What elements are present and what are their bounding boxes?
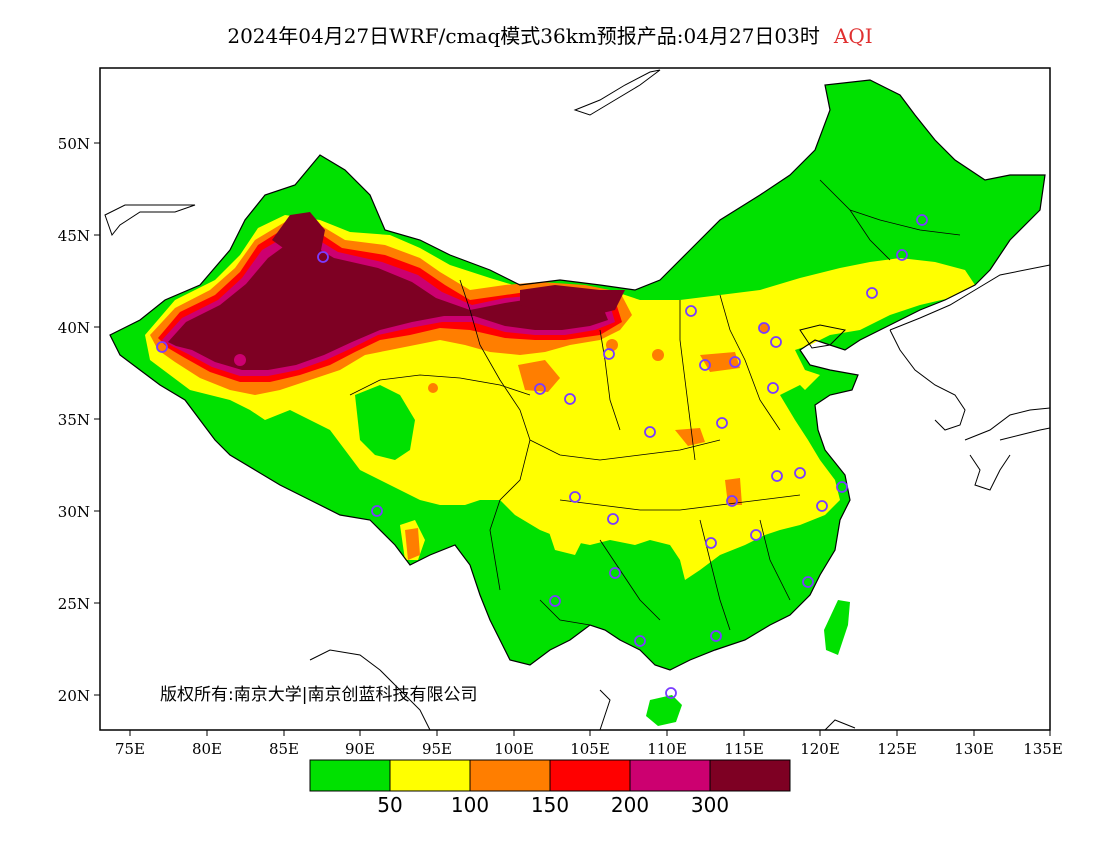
copyright-text: 版权所有:南京大学|南京创蓝科技有限公司 xyxy=(160,685,478,705)
lon-tick-label: 85E xyxy=(269,740,299,758)
legend-label: 50 xyxy=(377,793,403,817)
aqi-legend xyxy=(309,759,791,792)
legend-label: 300 xyxy=(690,793,730,817)
region-good-inner2 xyxy=(780,385,815,420)
lat-tick-label: 20N xyxy=(58,687,90,705)
china-border xyxy=(109,79,1046,671)
station-marker xyxy=(710,630,722,642)
lon-tick-label: 90E xyxy=(345,740,375,758)
station-marker xyxy=(896,249,908,261)
station-marker xyxy=(699,359,711,371)
station-marker xyxy=(716,417,728,429)
region-hazardous-north xyxy=(272,212,325,260)
lon-tick-label: 105E xyxy=(570,740,610,758)
hotspot xyxy=(760,323,770,333)
legend-color-box xyxy=(549,759,631,792)
region-usg-patch2 xyxy=(675,428,705,446)
station-marker xyxy=(156,341,168,353)
lon-tick-label: 135E xyxy=(1023,740,1063,758)
station-marker xyxy=(317,251,329,263)
lon-tick-label: 80E xyxy=(192,740,222,758)
title-product: 2024年04月27日WRF/cmaq模式36km预报产品:04月27日03时 xyxy=(227,24,820,48)
lat-tick-label: 30N xyxy=(58,503,90,521)
lat-tick-label: 45N xyxy=(58,227,90,245)
aqi-fill-layer xyxy=(110,80,1045,726)
station-marker xyxy=(665,687,677,699)
lat-tick-label: 50N xyxy=(58,135,90,153)
station-markers xyxy=(156,214,928,699)
station-marker xyxy=(767,382,779,394)
title-variable: AQI xyxy=(833,24,873,48)
station-marker xyxy=(685,305,697,317)
station-marker xyxy=(644,426,656,438)
station-marker xyxy=(371,505,383,517)
region-hazardous xyxy=(168,242,608,370)
legend-color-box xyxy=(709,759,791,792)
lon-tick-label: 75E xyxy=(115,740,145,758)
lat-axis: 50N 45N 40N 35N 30N 25N 20N xyxy=(58,135,100,705)
legend-label: 100 xyxy=(450,793,490,817)
legend-color-box xyxy=(309,759,391,792)
legend-label: 200 xyxy=(610,793,650,817)
station-marker xyxy=(603,348,615,360)
lon-axis: 75E 80E 85E 90E 95E 100E 105E 110E 115E … xyxy=(115,730,1063,758)
region-good-inner xyxy=(355,385,415,460)
station-marker xyxy=(771,470,783,482)
station-marker xyxy=(564,393,576,405)
station-marker xyxy=(705,537,717,549)
station-marker xyxy=(549,595,561,607)
station-marker xyxy=(726,495,738,507)
hotspot xyxy=(606,339,618,351)
station-marker xyxy=(729,356,741,368)
station-marker xyxy=(802,576,814,588)
region-taiwan xyxy=(824,600,850,655)
lat-tick-label: 25N xyxy=(58,595,90,613)
station-marker xyxy=(770,336,782,348)
hotspot xyxy=(652,349,664,361)
lat-tick-label: 35N xyxy=(58,411,90,429)
station-marker xyxy=(609,567,621,579)
station-marker xyxy=(569,491,581,503)
region-usg-patch1 xyxy=(518,360,560,392)
station-marker xyxy=(816,500,828,512)
lon-tick-label: 115E xyxy=(724,740,764,758)
station-marker xyxy=(607,513,619,525)
coastlines xyxy=(104,69,1051,731)
hotspot xyxy=(428,383,438,393)
station-marker xyxy=(836,481,848,493)
region-hainan xyxy=(646,695,682,726)
station-marker xyxy=(916,214,928,226)
region-hazardous-east xyxy=(520,285,625,316)
lon-tick-label: 95E xyxy=(422,740,452,758)
station-marker xyxy=(758,322,770,334)
lon-tick-label: 125E xyxy=(877,740,917,758)
station-marker xyxy=(634,635,646,647)
lat-tick-label: 40N xyxy=(58,319,90,337)
legend-color-box xyxy=(469,759,551,792)
region-usg-patch4 xyxy=(405,528,420,560)
lon-tick-label: 100E xyxy=(494,740,534,758)
province-boundaries xyxy=(349,179,961,631)
station-marker xyxy=(750,529,762,541)
hotspot xyxy=(234,354,246,366)
lon-tick-label: 120E xyxy=(800,740,840,758)
lon-tick-label: 130E xyxy=(954,740,994,758)
station-marker xyxy=(794,467,806,479)
legend-color-box xyxy=(389,759,471,792)
map-title: 2024年04月27日WRF/cmaq模式36km预报产品:04月27日03时 A… xyxy=(0,20,1100,49)
region-yellow-south2 xyxy=(545,515,585,555)
station-marker xyxy=(866,287,878,299)
region-usg-patch5 xyxy=(725,478,742,505)
legend-color-box xyxy=(629,759,711,792)
legend-label: 150 xyxy=(530,793,570,817)
lon-tick-label: 110E xyxy=(647,740,687,758)
station-marker xyxy=(534,383,546,395)
